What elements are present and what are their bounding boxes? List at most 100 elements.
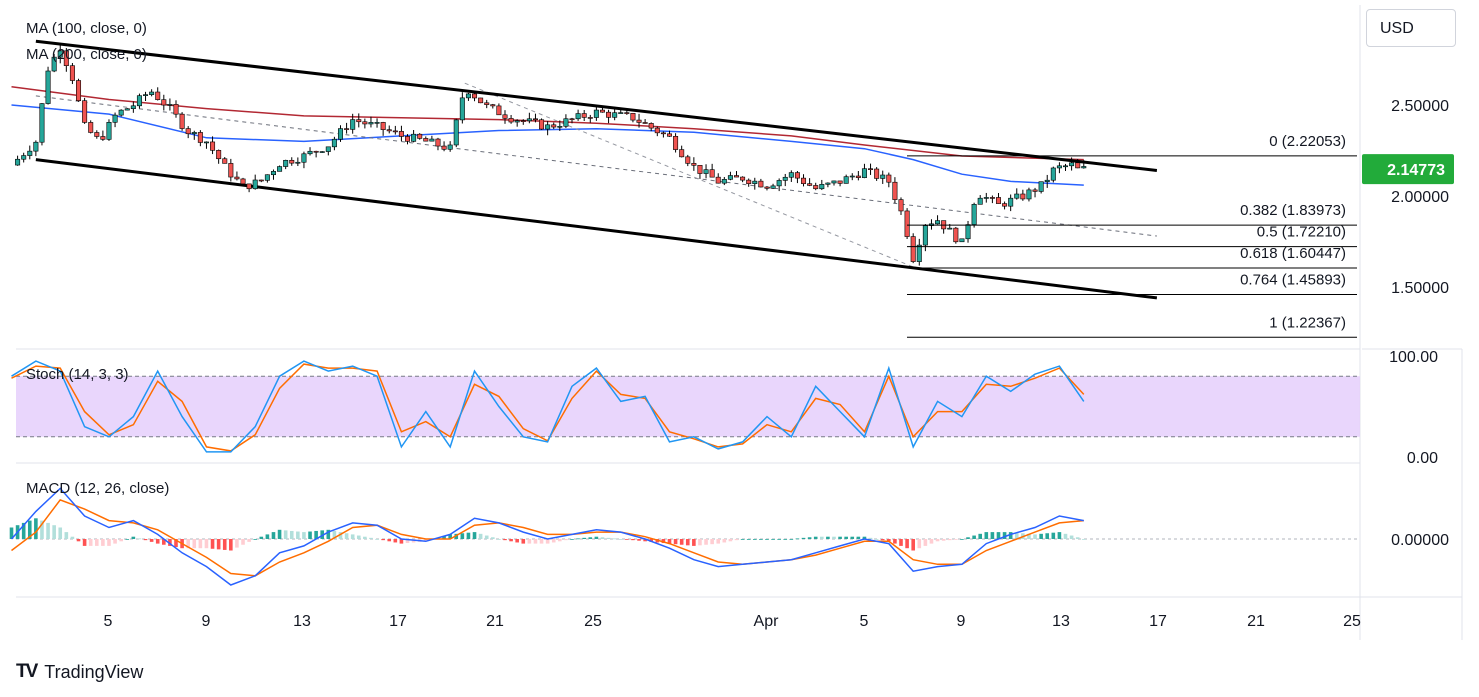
indicator-titles: MA (100, close, 0) MA (200, close, 0) St… xyxy=(26,20,169,497)
macd-histogram-bar xyxy=(82,539,87,546)
macd-histogram-bar xyxy=(588,537,593,539)
date-tick-label: 5 xyxy=(860,613,869,630)
macd-histogram-bar xyxy=(241,539,245,545)
macd-histogram-bar xyxy=(582,537,586,539)
macd-histogram-bar xyxy=(64,532,69,539)
candle-body xyxy=(197,132,203,143)
candle-body xyxy=(825,182,831,185)
macd-histogram-bar xyxy=(58,527,63,539)
macd-histogram-bar xyxy=(521,539,526,544)
macd-histogram-bar xyxy=(363,536,367,539)
date-tick-label: 17 xyxy=(389,613,407,630)
candle-body xyxy=(624,112,630,114)
macd-histogram-bar xyxy=(966,537,970,539)
candle-body xyxy=(697,165,703,174)
channel-upper-line[interactable] xyxy=(35,39,1158,173)
macd-histogram-bar xyxy=(759,539,763,540)
candle-body xyxy=(447,144,453,150)
macd-histogram-bar xyxy=(131,536,136,539)
macd-histogram-bar xyxy=(826,536,830,539)
macd-histogram-bar xyxy=(868,537,873,539)
macd-histogram-bar xyxy=(308,531,312,539)
macd-histogram-bar xyxy=(1033,534,1037,539)
candle-body xyxy=(472,93,478,99)
macd-histogram-bar xyxy=(874,539,879,540)
macd-histogram-bar xyxy=(399,539,404,544)
candle-body xyxy=(947,227,953,230)
candle-body xyxy=(1020,193,1026,200)
candle-body xyxy=(76,80,82,102)
macd-histogram-bar xyxy=(369,537,373,539)
channel-lower-line[interactable] xyxy=(35,158,1158,300)
candle-body xyxy=(490,104,496,107)
candle-body xyxy=(222,158,228,164)
macd-histogram-bar xyxy=(442,536,446,539)
macd-histogram-bar xyxy=(789,539,794,540)
macd-tick-label: 0.00000 xyxy=(1391,532,1449,549)
candle-body xyxy=(758,180,764,188)
macd-histogram-bar xyxy=(728,539,733,542)
tradingview-logo[interactable]: TV TradingView xyxy=(16,660,143,684)
macd-histogram-bar xyxy=(247,539,251,542)
swing-line[interactable] xyxy=(464,82,914,268)
macd-histogram-bar xyxy=(235,539,239,548)
macd-pane[interactable] xyxy=(9,487,1360,586)
macd-histogram-bar xyxy=(119,539,123,542)
candle-body xyxy=(270,171,276,176)
currency-selector[interactable]: USD xyxy=(1366,9,1456,47)
price-pane[interactable]: 0 (2.22053) 0.382 (1.83973) 0.5 (1.72210) 0… xyxy=(11,39,1358,338)
price-axis[interactable]: 2.50000 2.00000 1.50000 2.14773 100.00 0.00 0.… xyxy=(1362,98,1454,549)
macd-histogram-bar xyxy=(192,539,197,549)
macd-histogram-bar xyxy=(466,532,471,539)
fibonacci-retracement[interactable]: 0 (2.22053) 0.382 (1.83973) 0.5 (1.72210) 0… xyxy=(907,133,1357,338)
macd-histogram-bar xyxy=(673,539,678,545)
candle-body xyxy=(861,168,867,178)
last-price-tag xyxy=(1362,154,1454,185)
last-price-value: 2.14773 xyxy=(1387,162,1445,179)
macd-histogram-bar xyxy=(460,533,465,539)
candle-body xyxy=(526,118,532,122)
candlestick-series xyxy=(15,44,1087,266)
candle-body xyxy=(691,163,697,166)
candle-body xyxy=(21,155,27,160)
candle-body xyxy=(1063,165,1069,168)
candle-body xyxy=(959,238,965,243)
candle-body xyxy=(228,163,234,178)
macd-histogram-bar xyxy=(740,539,745,540)
candle-body xyxy=(435,138,441,147)
candle-body xyxy=(508,118,514,123)
candle-body xyxy=(386,129,392,132)
macd-histogram-bar xyxy=(777,539,781,540)
candle-body xyxy=(465,93,471,99)
macd-histogram-bar xyxy=(545,539,550,544)
candle-body xyxy=(161,99,167,106)
macd-histogram-bar xyxy=(576,538,580,540)
candle-body xyxy=(1044,179,1050,182)
candle-body xyxy=(82,100,88,123)
macd-histogram-bar xyxy=(905,539,909,549)
candle-body xyxy=(51,56,57,72)
candle-body xyxy=(203,141,209,144)
date-axis[interactable]: 5 9 13 17 21 25 Apr 5 9 13 17 21 25 xyxy=(104,613,1361,630)
candle-body xyxy=(721,179,727,184)
candle-body xyxy=(855,175,861,178)
macd-histogram-bar xyxy=(954,539,958,540)
candle-body xyxy=(337,128,343,140)
candle-body xyxy=(106,122,112,140)
candle-body xyxy=(167,104,173,106)
macd-histogram-bar xyxy=(107,539,111,546)
trend-lines xyxy=(35,39,1158,300)
macd-histogram-bar xyxy=(1045,533,1050,539)
candle-body xyxy=(405,136,411,142)
candle-body xyxy=(612,112,618,118)
stochastic-pane[interactable] xyxy=(11,360,1361,453)
candle-body xyxy=(295,161,301,164)
candle-body xyxy=(813,185,819,190)
candle-body xyxy=(770,185,776,189)
tradingview-mark-icon: TV xyxy=(16,661,38,682)
candle-body xyxy=(1038,181,1044,192)
stoch-k-line xyxy=(11,360,1085,453)
macd-histogram-bar xyxy=(935,539,940,542)
candle-body xyxy=(289,159,295,164)
